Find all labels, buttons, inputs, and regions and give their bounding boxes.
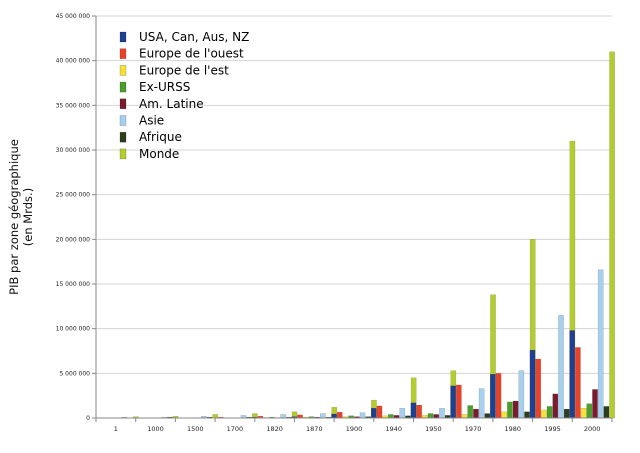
y-axis-label-line: PIB par zone géographique — [7, 139, 21, 295]
bar — [597, 269, 604, 419]
y-tick-label: 45 000 000 — [56, 13, 91, 20]
legend-label: Asie — [139, 114, 164, 128]
bar — [558, 315, 564, 419]
legend-label: Afrique — [139, 130, 182, 144]
legend-label: Monde — [139, 147, 179, 161]
x-tick-label: 1950 — [425, 425, 442, 433]
bar — [467, 405, 474, 419]
legend-swatch — [119, 31, 127, 43]
legend-swatch — [119, 115, 127, 126]
x-tick-label: 1500 — [187, 425, 204, 433]
bar — [416, 404, 422, 419]
legend: USA, Can, Aus, NZ Europe de l'ouest Europe… — [119, 30, 249, 161]
bar — [592, 389, 598, 419]
x-tick-label: 1940 — [385, 425, 402, 433]
x-tick-label: 1870 — [306, 425, 323, 433]
y-axis-ticks: 0 5 000 000 10 000 000 15 000 000 20 000 000… — [56, 13, 96, 422]
y-tick-label: 10 000 000 — [56, 326, 91, 333]
bar — [456, 384, 462, 419]
bar — [490, 374, 496, 419]
bar — [427, 413, 434, 419]
bar — [461, 414, 468, 419]
y-tick-label: 0 — [86, 415, 90, 422]
bar — [376, 405, 383, 419]
x-tick-label: 1820 — [266, 425, 283, 433]
legend-label: USA, Can, Aus, NZ — [139, 30, 249, 44]
y-tick-label: 35 000 000 — [56, 102, 91, 109]
bar — [529, 349, 536, 419]
bar — [336, 411, 343, 419]
x-tick-label: 1700 — [227, 425, 244, 433]
legend-swatch — [119, 148, 127, 160]
bar — [546, 406, 553, 419]
bar — [563, 408, 570, 419]
bar — [410, 402, 417, 419]
y-tick-label: 5 000 000 — [59, 370, 90, 377]
x-axis-ticks: 1 1000 1500 1700 1820 1870 1900 1940 1950 1970 198… — [95, 418, 613, 433]
y-tick-label: 20 000 000 — [56, 236, 91, 243]
bar — [603, 406, 610, 419]
bar — [388, 414, 394, 419]
legend-label: Ex-URSS — [139, 80, 190, 94]
bar — [512, 400, 519, 419]
legend-swatch — [119, 98, 127, 110]
bar — [359, 412, 366, 419]
bar — [501, 411, 508, 419]
bar — [280, 414, 286, 419]
legend-swatch — [119, 65, 127, 76]
x-tick-label: 1900 — [346, 425, 363, 433]
bar — [495, 373, 502, 419]
bar — [518, 370, 525, 419]
legend-label: Europe de l'ouest — [139, 47, 244, 61]
bar — [478, 388, 485, 419]
x-tick-label: 1 — [114, 425, 118, 433]
bar — [569, 330, 576, 419]
y-tick-label: 15 000 000 — [56, 281, 91, 288]
bar — [370, 407, 377, 419]
bar — [439, 407, 445, 419]
bar — [524, 411, 530, 419]
legend-swatch — [119, 81, 127, 93]
bar — [507, 401, 513, 419]
bar — [535, 358, 542, 419]
x-tick-label: 1970 — [465, 425, 482, 433]
x-tick-label: 1980 — [504, 425, 521, 433]
y-tick-label: 25 000 000 — [56, 192, 91, 199]
legend-swatch — [119, 48, 127, 59]
bar — [609, 51, 615, 419]
y-tick-label: 30 000 000 — [56, 147, 91, 154]
gridlines — [96, 15, 612, 419]
y-axis-label-line: (en Mrds.) — [21, 188, 35, 246]
legend-label: Am. Latine — [139, 97, 204, 111]
bar — [575, 347, 581, 419]
x-tick-label: 2000 — [584, 425, 601, 433]
x-tick-label: 1000 — [147, 425, 164, 433]
bar — [473, 408, 479, 419]
legend-swatch — [119, 131, 127, 143]
x-tick-label: 1995 — [544, 425, 561, 433]
y-tick-label: 40 000 000 — [56, 58, 91, 65]
legend-label: Europe de l'est — [139, 63, 229, 77]
bar — [433, 414, 440, 419]
y-axis-label: PIB par zone géographique (en Mrds.) — [7, 139, 35, 295]
bar — [450, 385, 456, 419]
bar — [331, 413, 337, 419]
bar — [320, 413, 326, 419]
bar — [580, 407, 587, 419]
bar — [212, 414, 218, 419]
bar — [484, 413, 491, 419]
bar — [399, 407, 406, 419]
bar — [586, 403, 593, 419]
bar — [552, 393, 559, 419]
bar — [541, 409, 547, 419]
bars — [121, 51, 615, 419]
